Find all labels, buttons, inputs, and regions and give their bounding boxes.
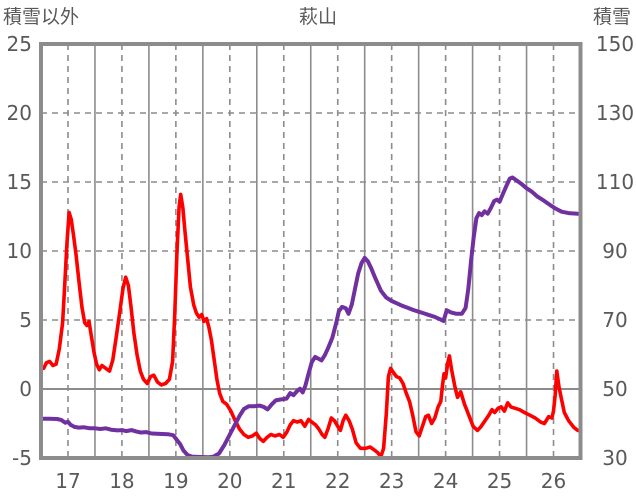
left-axis-tick-label: 5 [19, 308, 32, 332]
x-axis-tick-label: 19 [163, 469, 189, 493]
right-axis-tick-label: 150 [595, 32, 635, 56]
x-axis-tick-label: 18 [109, 469, 135, 493]
left-axis-tick-label: -5 [12, 446, 32, 470]
chart-title: 萩山 [298, 6, 337, 28]
right-axis-tick-label: 110 [595, 170, 635, 194]
right-axis-tick-label: 30 [602, 446, 628, 470]
x-axis-tick-label: 26 [540, 469, 567, 493]
x-axis-tick-label: 25 [486, 469, 513, 493]
right-axis-title: 積雪 [592, 6, 631, 28]
left-axis-tick-label: 0 [19, 377, 32, 401]
left-axis-tick-label: 25 [6, 32, 32, 56]
x-axis-tick-label: 22 [324, 469, 351, 493]
right-axis-tick-label: 130 [595, 101, 635, 125]
left-axis-tick-label: 20 [6, 101, 32, 125]
series-line-non-snow [39, 192, 580, 459]
x-axis-tick-label: 20 [217, 469, 243, 493]
x-axis-tick-label: 24 [432, 469, 459, 493]
left-axis-tick-label: 10 [6, 239, 32, 263]
x-axis-tick-label: 21 [271, 469, 297, 493]
right-axis-tick-label: 50 [602, 377, 628, 401]
plot-frame [39, 42, 583, 460]
right-axis-tick-label: 70 [602, 308, 628, 332]
x-axis-tick-label: 23 [378, 469, 405, 493]
series-line-snow [39, 175, 580, 460]
x-axis-tick-label: 17 [55, 469, 81, 493]
left-axis-title: 積雪以外 [3, 6, 80, 28]
right-axis-tick-label: 90 [602, 239, 628, 263]
left-axis-tick-label: 15 [6, 170, 32, 194]
